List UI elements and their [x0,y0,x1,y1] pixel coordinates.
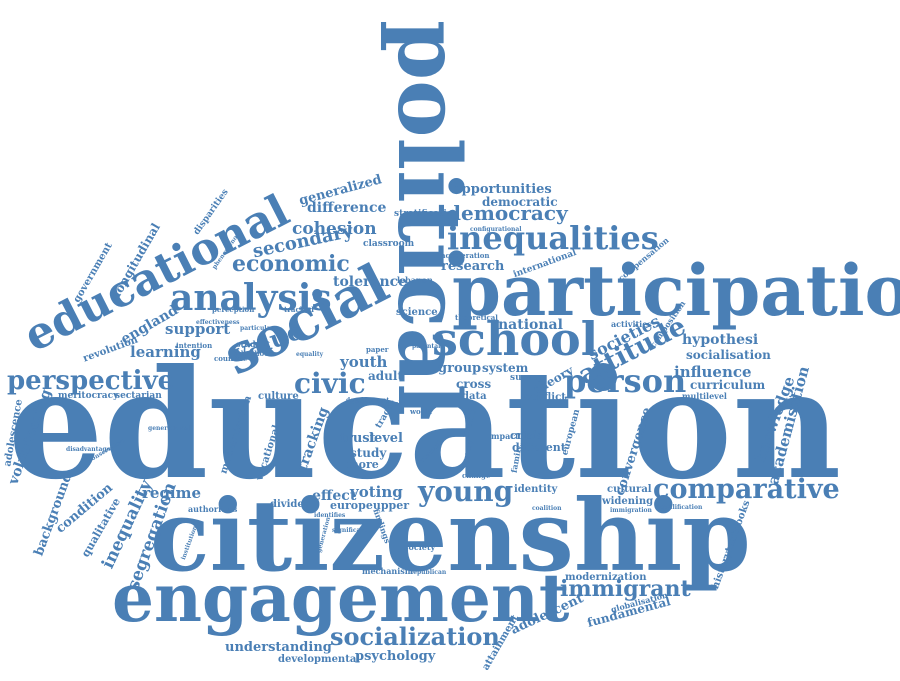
word-system: system [482,361,529,375]
word-difference: difference [307,200,387,216]
word-intention: intention [176,341,213,350]
word-tolerance: tolerance [333,274,408,290]
word-cultural: cultural [607,484,652,495]
word-development: development [346,397,390,404]
word-regime: regime [142,484,202,502]
word-conflict: conflict [524,392,566,403]
word-citizenship: citizenship [150,479,751,594]
word-meritocracy: meritocracy [58,391,119,401]
word-study: study [350,446,387,460]
word-learning: learning [130,343,201,361]
word-coalition: coalition [532,505,562,512]
word-impact: impact [488,431,519,441]
word-curriculum: curriculum [690,378,766,392]
word-particular: particular [240,325,274,332]
word-different: different [512,441,566,454]
word-immigration: immigration [610,507,652,514]
word-effect: effect [312,488,357,504]
word-widening: widening [602,496,654,507]
word-engagement: engagement [112,559,570,637]
word-analysis: analysis [170,277,332,319]
word-lebanon: lebanon [397,275,433,285]
word-generational: generational [148,425,191,432]
word-inequalities: inequalities [447,219,659,257]
word-democratic: democratic [482,195,558,209]
word-national: national [498,317,563,333]
word-qualification: qualification [660,504,703,511]
word-immigrant: immigrant [560,576,691,602]
word-voting: voting [350,483,403,501]
word-economic: economic [232,251,350,277]
word-sectarian: sectarian [115,391,162,401]
word-republican: republican [410,569,447,576]
word-data: data [462,391,487,402]
word-research: research [441,259,505,274]
word-comparative: comparative [653,474,840,505]
word-level: level [369,431,403,446]
word-cross: cross [456,377,492,391]
word-perception: perception [212,305,255,314]
word-europeupper: europeupper [330,499,409,512]
word-support: support [165,320,231,338]
word-understanding: understanding [225,640,332,655]
word-activities: activities [611,319,652,329]
word-countrie: countrie [214,354,248,363]
word-modernization: modernization [565,572,647,583]
word-group: group [438,361,482,376]
word-democracy: democracy [447,201,568,225]
word-trust: trust [340,431,376,446]
word-participation: participation [452,249,900,332]
word-hypothesi: hypothesi [682,332,759,348]
word-change: change [462,471,491,480]
word-cohesion: cohesion [292,219,377,239]
word-adult: adult [368,369,403,383]
word-education: education [8,337,842,513]
word-theoretical: theoretical [455,313,498,322]
word-acceleration: acceleration [441,251,490,260]
word-divided: divided [270,499,311,510]
word-identity: identity [514,484,558,495]
word-young: young [418,475,514,508]
word-adulthood: adulthood [234,349,274,358]
word-significant: significant [332,527,368,534]
word-more: more [347,458,379,471]
word-developmental: developmental [278,654,361,665]
word-climate: climate [350,397,380,406]
word-crisis: crisis [510,429,544,442]
word-science: science [396,307,438,318]
word-socialisation: socialisation [686,348,771,362]
word-influence: influence [674,363,752,381]
word-authorities: authorities [188,504,238,514]
word-survey: survey [510,373,543,383]
word-school: school [432,312,599,366]
word-socialization: socialization [330,622,500,651]
word-mechanism: mechanism [362,566,414,576]
word-article: article [380,399,406,408]
word-opportunities: opportunities [453,182,552,197]
word-culture: culture [258,391,299,402]
word-classroom: classroom [363,239,415,249]
word-perspective: perspective [7,366,175,396]
word-stratification: stratification [394,209,460,219]
word-paper: paper [366,345,389,354]
word-psychology: psychology [355,649,436,664]
word-parental: parental [412,343,441,350]
word-identifies: identifies [314,512,346,519]
word-civic: civic [294,367,366,400]
word-youth: youth [340,353,388,371]
word-configurational: configurational [470,226,522,233]
word-disadvantaged: disadvantaged [66,446,115,453]
word-person: person [564,362,687,400]
word-world: world [410,407,432,416]
word-equality: equality [296,351,324,358]
word-student: student [236,339,271,349]
word-multilevel: multilevel [682,391,727,401]
word-effectiveness: effectiveness [196,319,240,326]
word-society: society [404,542,436,552]
word-tracked: tracked [284,305,314,314]
